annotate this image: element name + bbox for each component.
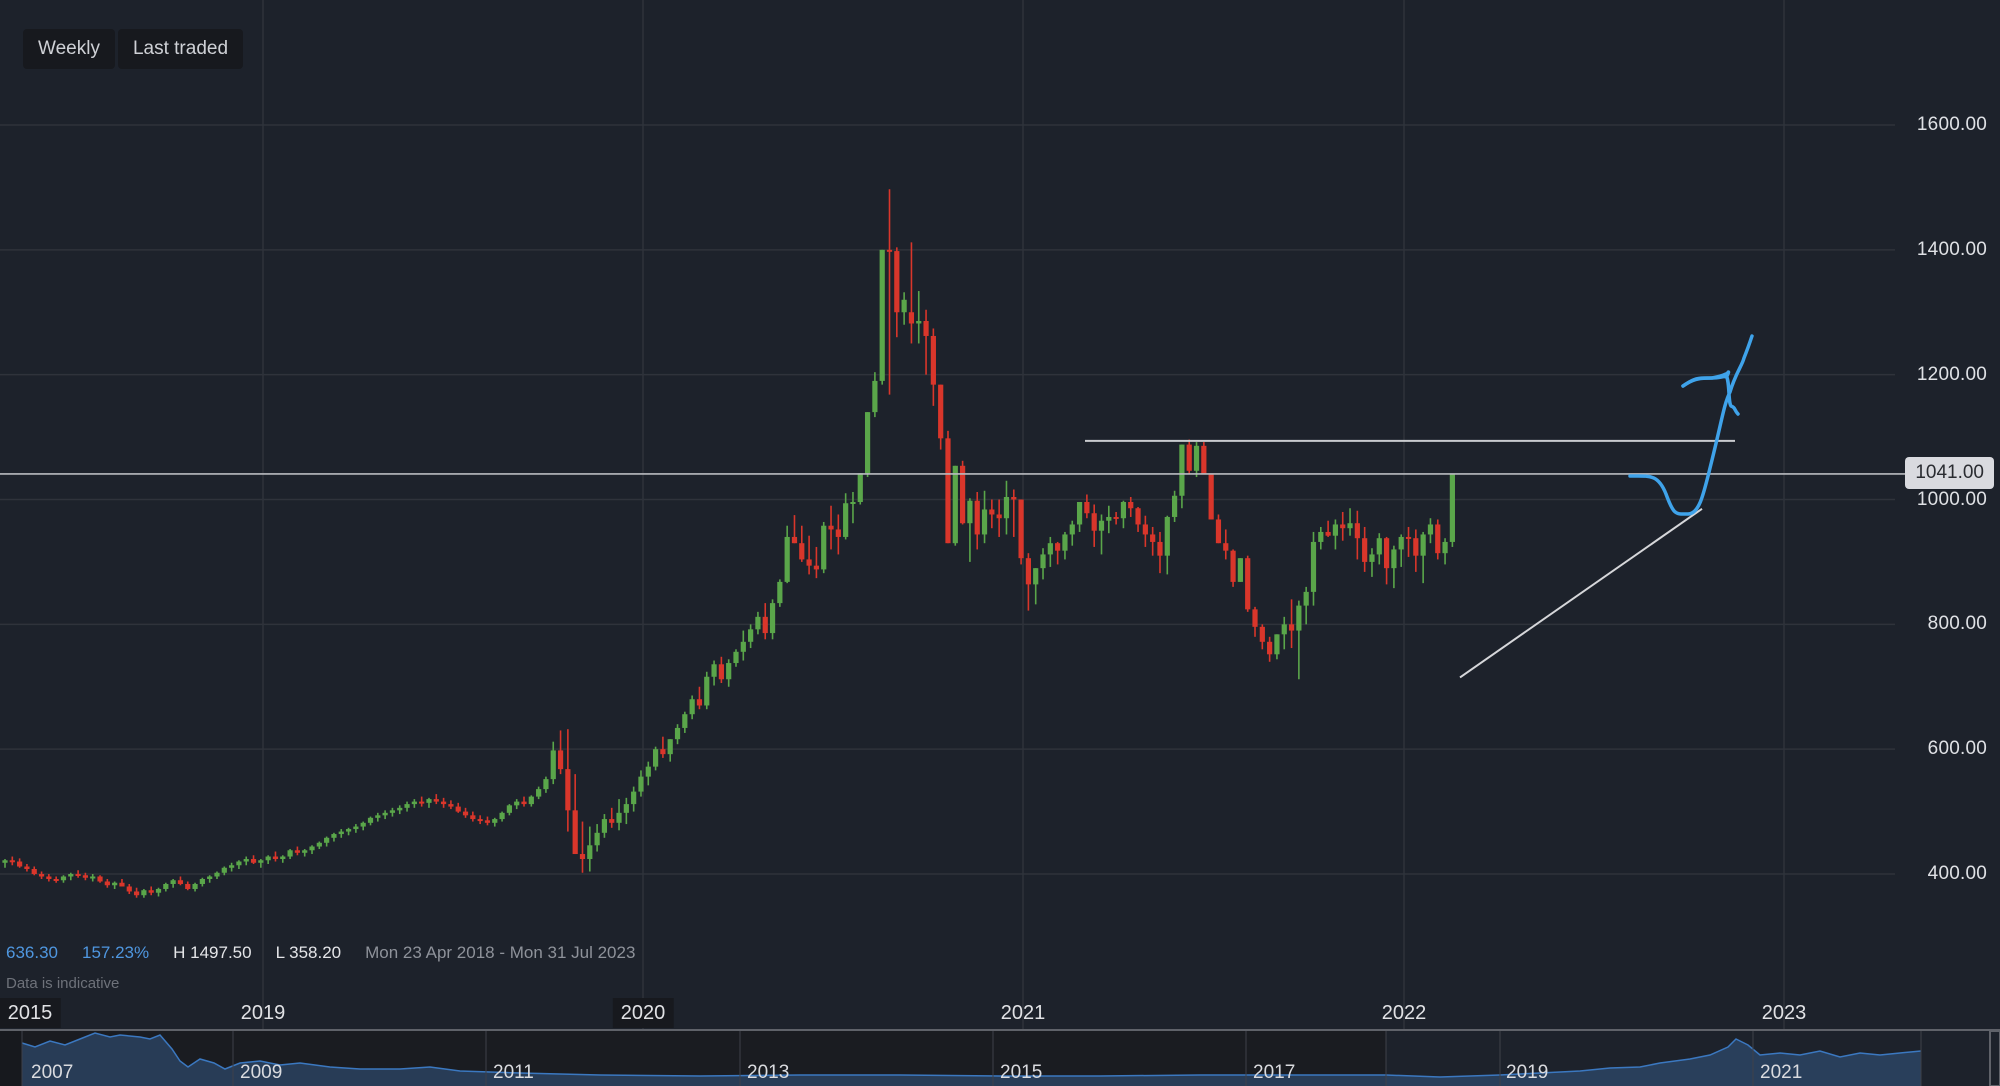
time-axis-label: 2019: [240, 1002, 286, 1024]
interval-button[interactable]: Weekly: [23, 29, 115, 69]
navigator-label: 2007: [31, 1062, 74, 1083]
price-axis-label: 1600.00: [1916, 114, 1987, 135]
navigator-label: 2021: [1760, 1062, 1803, 1083]
price-type-button[interactable]: Last traded: [117, 29, 244, 69]
change-percent: 157.23%: [82, 943, 150, 962]
high-value: H 1497.50: [173, 943, 252, 962]
price-axis-label: 1400.00: [1916, 239, 1987, 260]
navigator-label: 2011: [493, 1062, 534, 1083]
data-disclaimer: Data is indicative: [6, 975, 120, 992]
price-axis-label: 1200.00: [1916, 364, 1987, 385]
price-axis-label: 400.00: [1927, 863, 1987, 884]
change-value: 636.30: [6, 943, 58, 962]
navigator-label: 2009: [240, 1062, 283, 1083]
current-price-tag: 1041.00: [1905, 457, 1994, 489]
navigator-label: 2017: [1253, 1062, 1296, 1083]
navigator-label: 2015: [1000, 1062, 1043, 1083]
chart-toolbar: Weekly Last traded: [23, 29, 244, 69]
grid-lines: [0, 0, 1895, 1029]
time-axis-label: 2023: [1761, 1002, 1807, 1024]
time-axis-label: 2021: [1000, 1002, 1046, 1024]
time-axis-label: 2022: [1381, 1002, 1427, 1024]
chart-stats: 636.30 157.23% H 1497.50 L 358.20 Mon 23…: [6, 943, 659, 963]
navigator-label: 2019: [1506, 1062, 1549, 1083]
price-axis-label: 800.00: [1927, 613, 1987, 634]
low-value: L 358.20: [275, 943, 342, 962]
range-navigator[interactable]: 2007 2009 2011 2013 2015 2017 2019 2021: [0, 1029, 2000, 1086]
time-axis-label: 2020: [612, 998, 674, 1028]
navigator-label: 2013: [747, 1062, 790, 1083]
price-chart[interactable]: [0, 0, 2000, 1029]
date-range: Mon 23 Apr 2018 - Mon 31 Jul 2023: [365, 943, 636, 962]
price-axis-label: 1000.00: [1916, 489, 1987, 510]
time-axis-label: 2015: [0, 998, 61, 1028]
navigator-overview-chart: [0, 1031, 2000, 1086]
annotations: [0, 334, 1905, 679]
price-axis-label: 600.00: [1927, 738, 1987, 759]
candlesticks: [2, 189, 1455, 898]
